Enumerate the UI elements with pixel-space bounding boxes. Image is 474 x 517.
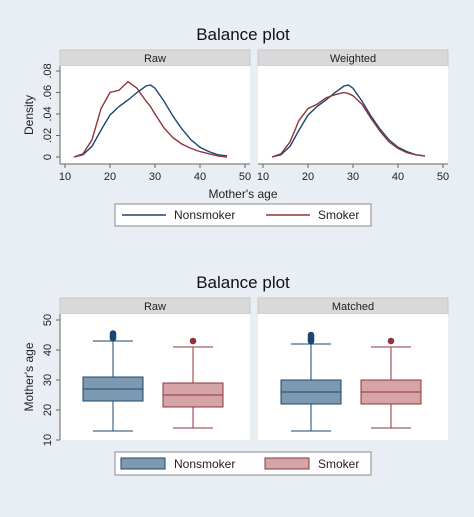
bottom-legend-nonsmoker-label: Nonsmoker [174, 457, 235, 471]
y-tick-label: .04 [42, 106, 54, 121]
box-outlier-raw-smoker [189, 337, 197, 345]
y-tick-label: 40 [42, 344, 54, 356]
bottom-panel-matched-plot [258, 314, 448, 440]
top-panel-weighted-label: Weighted [330, 53, 376, 65]
density-line-raw-smoker [73, 80, 228, 158]
top-x-axis-label: Mother's age [209, 187, 278, 201]
x-tick-label: 50 [239, 171, 251, 183]
top-legend: Nonsmoker Smoker [114, 203, 372, 227]
bottom-legend-nonsmoker-swatch [120, 457, 166, 470]
y-tick-label: 20 [42, 404, 54, 416]
bottom-panel-matched: Matched [257, 297, 449, 440]
density-line-raw-nonsmoker [73, 84, 228, 158]
bottom-y-ticks: 10 20 30 40 50 [42, 314, 60, 446]
top-legend-smoker-label: Smoker [318, 208, 359, 222]
bottom-legend-smoker-label: Smoker [318, 457, 359, 471]
x-tick-label: 30 [149, 171, 161, 183]
box-outlier-matched-smoker [387, 337, 395, 345]
bottom-raw-boxes [82, 330, 224, 432]
x-tick-label: 10 [59, 171, 71, 183]
density-line-weighted-nonsmoker [271, 84, 426, 158]
y-tick-label: .02 [42, 128, 54, 143]
y-tick-label: 0 [42, 154, 54, 160]
top-panel-weighted: Weighted [257, 49, 449, 164]
y-tick-label: 50 [42, 314, 54, 326]
top-weighted-series [271, 84, 426, 158]
box-outlier-matched-nonsmoker [307, 331, 315, 339]
top-panel-raw-label: Raw [144, 53, 166, 65]
top-y-axis-label: Density [22, 95, 36, 135]
top-raw-series [73, 80, 228, 158]
bottom-panel-matched-label: Matched [332, 301, 374, 313]
y-tick-label: 10 [42, 434, 54, 446]
top-legend-box [114, 203, 372, 227]
top-chart-title: Balance plot [196, 25, 290, 44]
top-panel-weighted-plot [258, 66, 448, 164]
y-tick-label: .06 [42, 85, 54, 100]
x-tick-label: 20 [104, 171, 116, 183]
x-tick-label: 20 [302, 171, 314, 183]
bottom-panel-raw: Raw [59, 297, 251, 440]
top-x-ticks-raw: 10 20 30 40 50 [59, 163, 251, 183]
x-tick-label: 10 [257, 171, 269, 183]
bottom-legend: Nonsmoker Smoker [114, 451, 372, 476]
y-tick-label: .08 [42, 63, 54, 78]
bottom-matched-boxes [280, 331, 422, 432]
box-outlier-raw-nonsmoker [109, 330, 117, 337]
bottom-legend-smoker-swatch [264, 457, 310, 470]
top-x-ticks-weighted: 10 20 30 40 50 [257, 163, 449, 183]
bottom-panel-raw-label: Raw [144, 301, 166, 313]
x-tick-label: 50 [437, 171, 449, 183]
y-tick-label: 30 [42, 374, 54, 386]
x-tick-label: 30 [347, 171, 359, 183]
top-y-ticks: 0 .02 .04 .06 .08 [42, 63, 60, 160]
x-tick-label: 40 [194, 171, 206, 183]
bottom-y-axis-label: Mother's age [22, 342, 36, 411]
bottom-chart-title: Balance plot [196, 273, 290, 292]
top-panel-raw: Raw [59, 49, 251, 164]
top-legend-nonsmoker-label: Nonsmoker [174, 208, 235, 222]
x-tick-label: 40 [392, 171, 404, 183]
density-line-weighted-smoker [271, 91, 426, 158]
